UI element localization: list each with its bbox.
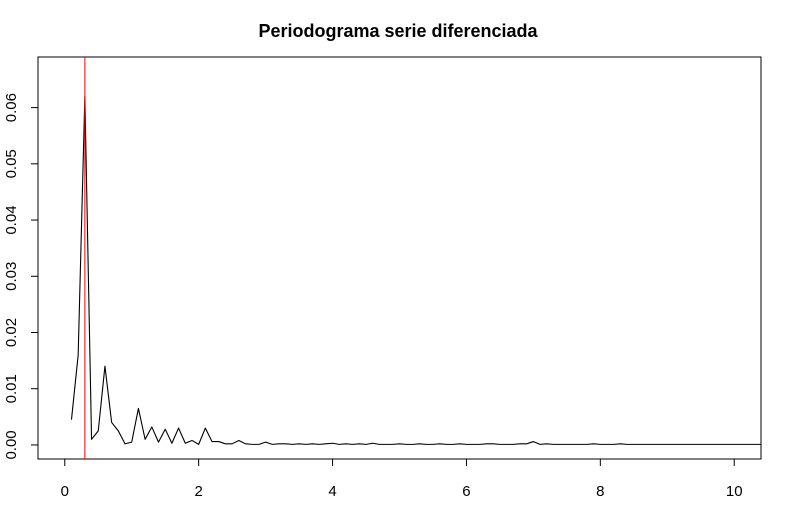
- x-tick-label: 6: [462, 483, 470, 500]
- x-tick-label: 2: [194, 483, 202, 500]
- y-tick-label: 0.00: [3, 430, 20, 459]
- y-tick-label: 0.01: [3, 374, 20, 403]
- y-tick-label: 0.02: [3, 318, 20, 347]
- y-tick-label: 0.05: [3, 149, 20, 178]
- x-axis: 0 2 4 6 8 10: [61, 458, 743, 500]
- series-layer: [70, 95, 761, 445]
- y-axis: 0.00 0.01 0.02 0.03 0.04 0.05 0.06: [3, 93, 39, 460]
- y-tick-label: 0.06: [3, 93, 20, 122]
- plot-frame: [37, 56, 762, 460]
- y-tick-label: 0.03: [3, 262, 20, 291]
- y-tick-label: 0.04: [3, 205, 20, 234]
- chart-title: Periodograma serie diferenciada: [258, 21, 538, 41]
- series-line: [70, 95, 761, 445]
- x-tick-label: 4: [328, 483, 336, 500]
- x-tick-label: 10: [726, 483, 743, 500]
- x-tick-label: 0: [61, 483, 69, 500]
- x-tick-label: 8: [596, 483, 604, 500]
